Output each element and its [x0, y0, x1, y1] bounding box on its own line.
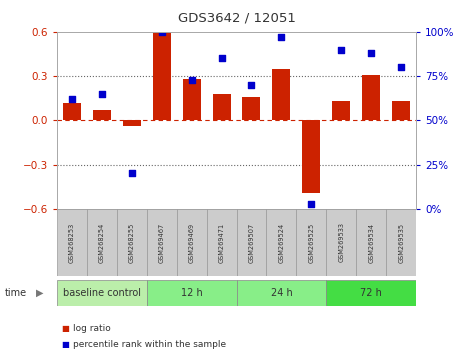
- Text: GSM269524: GSM269524: [279, 222, 284, 263]
- Point: [68, 96, 76, 102]
- Point: [158, 29, 166, 35]
- Text: GSM268255: GSM268255: [129, 222, 135, 263]
- Bar: [326, 280, 416, 306]
- Bar: [236, 209, 266, 276]
- Bar: [212, 94, 230, 120]
- Bar: [183, 79, 201, 120]
- Bar: [57, 209, 87, 276]
- Bar: [326, 209, 356, 276]
- Bar: [147, 209, 176, 276]
- Text: GSM269469: GSM269469: [189, 222, 194, 263]
- Bar: [272, 69, 290, 120]
- Bar: [93, 110, 111, 120]
- Bar: [297, 209, 326, 276]
- Text: percentile rank within the sample: percentile rank within the sample: [73, 339, 227, 349]
- Text: 12 h: 12 h: [181, 288, 202, 298]
- Text: GSM269507: GSM269507: [248, 222, 254, 263]
- Text: ■: ■: [61, 324, 70, 333]
- Point: [188, 77, 195, 82]
- Text: GSM269535: GSM269535: [398, 222, 404, 263]
- Bar: [333, 101, 350, 120]
- Text: GSM268253: GSM268253: [69, 222, 75, 263]
- Bar: [266, 209, 297, 276]
- Point: [338, 47, 345, 52]
- Bar: [392, 101, 410, 120]
- Bar: [63, 103, 81, 120]
- Point: [128, 171, 135, 176]
- Bar: [57, 280, 147, 306]
- Bar: [176, 209, 207, 276]
- Text: ▶: ▶: [36, 288, 44, 298]
- Point: [397, 64, 405, 70]
- Text: GSM269471: GSM269471: [219, 222, 225, 263]
- Bar: [362, 75, 380, 120]
- Text: 24 h: 24 h: [271, 288, 292, 298]
- Point: [248, 82, 255, 88]
- Bar: [117, 209, 147, 276]
- Bar: [123, 120, 140, 126]
- Text: GSM269467: GSM269467: [158, 222, 165, 263]
- Point: [368, 50, 375, 56]
- Text: time: time: [5, 288, 27, 298]
- Bar: [207, 209, 236, 276]
- Point: [218, 56, 225, 61]
- Text: ■: ■: [61, 339, 70, 349]
- Point: [278, 34, 285, 40]
- Bar: [147, 280, 236, 306]
- Text: GSM269533: GSM269533: [338, 223, 344, 262]
- Bar: [153, 32, 171, 120]
- Point: [307, 201, 315, 206]
- Bar: [236, 280, 326, 306]
- Text: GSM269534: GSM269534: [368, 222, 374, 263]
- Point: [98, 91, 105, 97]
- Text: log ratio: log ratio: [73, 324, 111, 333]
- Text: GSM268254: GSM268254: [99, 222, 105, 263]
- Bar: [243, 97, 261, 120]
- Text: GDS3642 / 12051: GDS3642 / 12051: [177, 12, 296, 25]
- Bar: [386, 209, 416, 276]
- Text: 72 h: 72 h: [360, 288, 382, 298]
- Bar: [356, 209, 386, 276]
- Bar: [302, 120, 320, 193]
- Text: baseline control: baseline control: [63, 288, 140, 298]
- Bar: [87, 209, 117, 276]
- Text: GSM269525: GSM269525: [308, 222, 315, 263]
